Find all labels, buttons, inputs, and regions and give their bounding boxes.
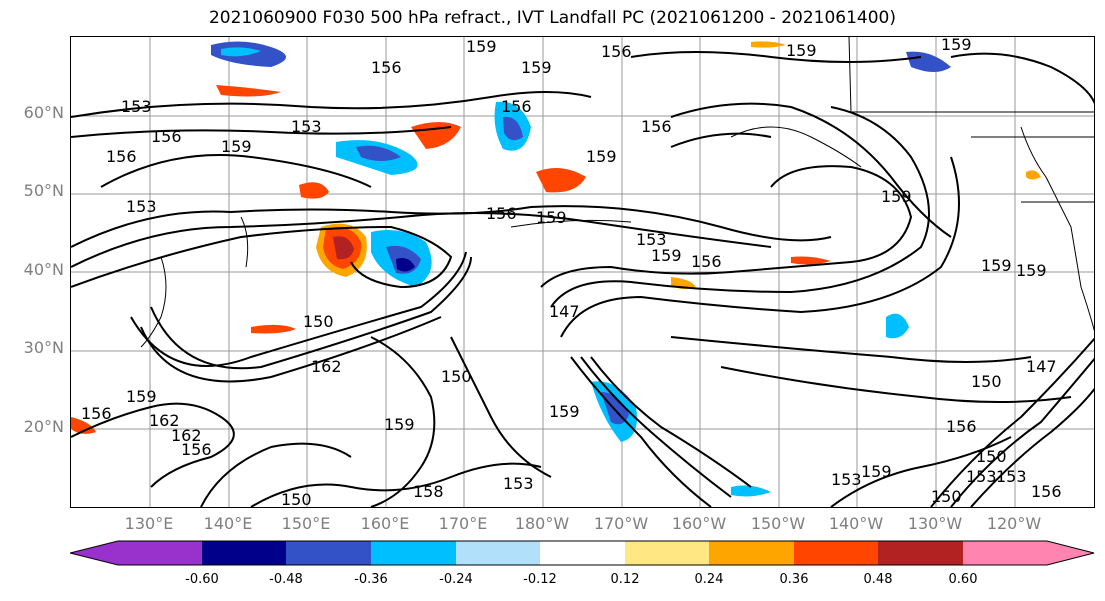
- lat-label: 50°N: [23, 181, 64, 200]
- contour-label: 159: [549, 402, 580, 421]
- colorbar-tick-label: 0.24: [694, 572, 724, 587]
- lon-label: 140°W: [828, 514, 884, 533]
- contour-label: 156: [1031, 482, 1062, 501]
- map-title: 2021060900 F030 500 hPa refract., IVT La…: [208, 8, 896, 28]
- colorbar-segment: [709, 541, 794, 565]
- contour-label: 153: [503, 474, 534, 493]
- contour-label: 159: [466, 37, 497, 56]
- contour-label: 153: [126, 197, 157, 216]
- contour-label: 159: [521, 58, 552, 77]
- coastlines: [140, 37, 1094, 348]
- contour-lines: [71, 51, 1094, 507]
- contour-label: 159: [384, 415, 415, 434]
- contour-label: 156: [181, 440, 212, 459]
- contour-label-group: 159 159 156 159 156 159 153 156 153 156 …: [81, 37, 1062, 508]
- contour-label: 159: [586, 147, 617, 166]
- contour-label: 156: [81, 404, 112, 423]
- contour-label: 159: [981, 256, 1012, 275]
- lon-label: 150°W: [750, 514, 806, 533]
- shaded-patches: [71, 41, 1041, 497]
- lon-label: 150°E: [281, 514, 331, 533]
- contour-label: 159: [861, 462, 892, 481]
- contour-label: 153: [121, 97, 152, 116]
- contour-label: 156: [946, 417, 977, 436]
- lon-label: 130°E: [124, 514, 174, 533]
- colorbar-segment: [456, 541, 540, 565]
- contour-label: 156: [641, 117, 672, 136]
- colorbar-segment: [371, 541, 456, 565]
- contour-label: 159: [881, 187, 912, 206]
- contour-label: 156: [371, 58, 402, 77]
- contour-label: 158: [413, 482, 444, 501]
- contour-label: 156: [601, 42, 632, 61]
- contour-label: 159: [126, 387, 157, 406]
- contour-label: 159: [651, 246, 682, 265]
- contour-label: 150: [281, 490, 312, 508]
- lon-label: 160°W: [671, 514, 727, 533]
- contour-label: 153: [291, 117, 322, 136]
- lat-label: 40°N: [23, 260, 64, 279]
- contour-label: 150: [303, 312, 334, 331]
- contour-label: 153: [831, 470, 862, 489]
- colorbar-tick-label: -0.60: [185, 572, 219, 587]
- colorbar-tick-label: -0.12: [523, 572, 557, 587]
- colorbar-tick-label: 0.36: [779, 572, 809, 587]
- contour-label: 159: [1016, 261, 1047, 280]
- contour-label: 159: [941, 37, 972, 54]
- colorbar-tick-label: -0.48: [269, 572, 303, 587]
- contour-label: 153: [966, 467, 997, 486]
- colorbar-segment: [202, 541, 286, 565]
- contour-label: 150: [931, 487, 962, 506]
- contour-label: 159: [221, 137, 252, 156]
- lat-label: 60°N: [23, 103, 64, 122]
- contour-label: 156: [691, 252, 722, 271]
- colorbar-tick-label: 0.12: [610, 572, 640, 587]
- contour-label: 156: [486, 204, 517, 223]
- colorbar: [70, 540, 1095, 566]
- lon-label: 170°W: [593, 514, 649, 533]
- contour-label: 159: [786, 41, 817, 60]
- lon-label: 130°W: [907, 514, 963, 533]
- lon-label: 170°E: [438, 514, 488, 533]
- lon-label: 140°E: [203, 514, 253, 533]
- colorbar-segment: [878, 541, 963, 565]
- colorbar-tick-label: 0.60: [948, 572, 978, 587]
- contour-label: 162: [149, 411, 180, 430]
- contour-label: 156: [106, 147, 137, 166]
- contour-label: 150: [971, 372, 1002, 391]
- contour-label: 147: [1026, 357, 1057, 376]
- contour-label: 147: [549, 302, 580, 321]
- contour-label: 156: [501, 97, 532, 116]
- graticule: [71, 37, 1094, 507]
- colorbar-segment: [540, 541, 625, 565]
- contour-label: 159: [536, 208, 567, 227]
- colorbar-segment: [794, 541, 878, 565]
- contour-label: 156: [151, 127, 182, 146]
- contour-label: 162: [311, 357, 342, 376]
- contour-label: 150: [976, 447, 1007, 466]
- lon-label: 120°W: [986, 514, 1042, 533]
- lon-label: 160°E: [360, 514, 410, 533]
- lat-label: 30°N: [23, 338, 64, 357]
- lat-label: 20°N: [23, 417, 64, 436]
- colorbar-segment: [286, 541, 371, 565]
- colorbar-tick-label: -0.24: [439, 572, 473, 587]
- lon-label: 180°W: [514, 514, 570, 533]
- colorbar-tick-label: 0.48: [863, 572, 893, 587]
- contour-label: 153: [636, 230, 667, 249]
- colorbar-tick-label: -0.36: [354, 572, 388, 587]
- colorbar-segment: [963, 541, 1094, 565]
- contour-label: 162: [171, 426, 202, 445]
- colorbar-segment: [625, 541, 709, 565]
- map-canvas: 159 159 156 159 156 159 153 156 153 156 …: [71, 37, 1094, 508]
- map-panel: 159 159 156 159 156 159 153 156 153 156 …: [70, 36, 1095, 508]
- contour-label: 153: [996, 467, 1027, 486]
- colorbar-segment: [70, 541, 202, 565]
- contour-label: 150: [441, 367, 472, 386]
